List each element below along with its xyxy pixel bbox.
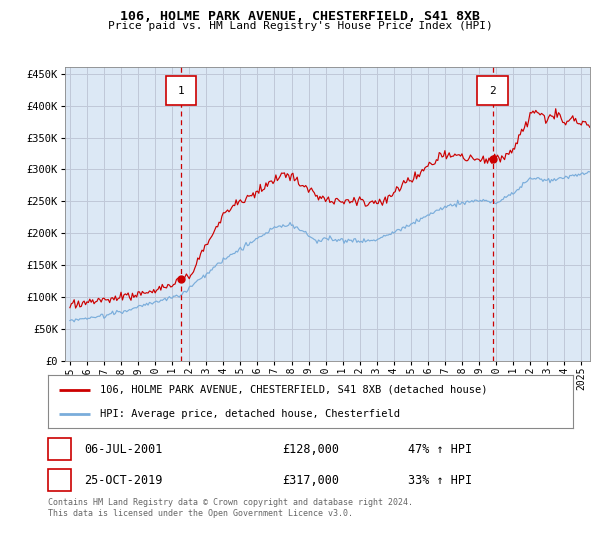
Text: 106, HOLME PARK AVENUE, CHESTERFIELD, S41 8XB: 106, HOLME PARK AVENUE, CHESTERFIELD, S4…	[120, 10, 480, 23]
Text: 33% ↑ HPI: 33% ↑ HPI	[408, 474, 472, 487]
Text: 1: 1	[56, 443, 63, 456]
Bar	[478, 76, 508, 105]
Bar	[166, 76, 196, 105]
Text: 2: 2	[490, 86, 496, 96]
Text: 25-OCT-2019: 25-OCT-2019	[84, 474, 163, 487]
Text: £317,000: £317,000	[282, 474, 339, 487]
Text: 2: 2	[56, 474, 63, 487]
Text: Contains HM Land Registry data © Crown copyright and database right 2024.
This d: Contains HM Land Registry data © Crown c…	[48, 498, 413, 518]
Text: 47% ↑ HPI: 47% ↑ HPI	[408, 443, 472, 456]
Text: Price paid vs. HM Land Registry's House Price Index (HPI): Price paid vs. HM Land Registry's House …	[107, 21, 493, 31]
Text: 1: 1	[178, 86, 184, 96]
Text: £128,000: £128,000	[282, 443, 339, 456]
Text: HPI: Average price, detached house, Chesterfield: HPI: Average price, detached house, Ches…	[101, 409, 401, 419]
Text: 06-JUL-2001: 06-JUL-2001	[84, 443, 163, 456]
Text: 106, HOLME PARK AVENUE, CHESTERFIELD, S41 8XB (detached house): 106, HOLME PARK AVENUE, CHESTERFIELD, S4…	[101, 385, 488, 395]
